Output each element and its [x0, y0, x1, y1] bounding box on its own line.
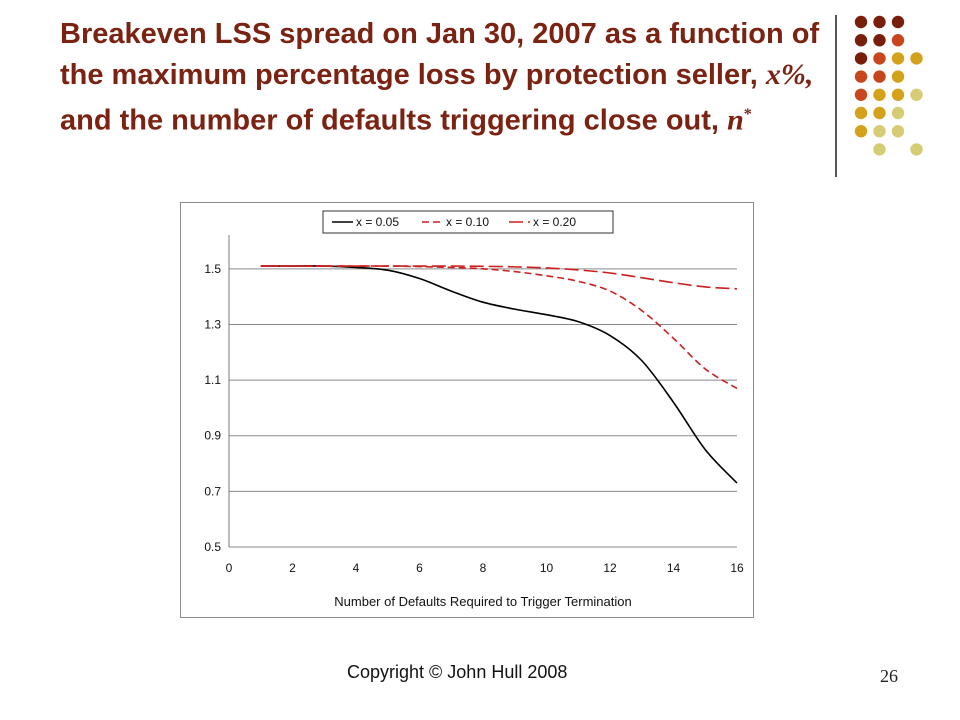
legend-label: x = 0.20: [533, 215, 576, 229]
decor-dot: [891, 88, 905, 102]
x-tick-label: 10: [540, 561, 554, 575]
title-superscript: *: [743, 106, 752, 123]
decor-dot: [873, 88, 886, 102]
decor-dot: [873, 52, 886, 65]
legend-label: x = 0.05: [356, 215, 399, 229]
decor-dot: [854, 70, 868, 83]
decor-dot: [854, 106, 868, 120]
decor-dot: [873, 106, 886, 120]
decor-dot: [891, 52, 905, 65]
decorative-dot-grid: [854, 15, 923, 156]
decor-dot: [910, 143, 923, 156]
series-line: [260, 265, 738, 390]
x-tick-label: 16: [730, 561, 744, 575]
decor-dot: [910, 52, 923, 65]
y-tick-label: 0.7: [204, 484, 221, 498]
decor-dot: [854, 125, 868, 138]
title-variable-n: n: [727, 103, 744, 137]
x-tick-label: 2: [289, 561, 296, 575]
legend-label: x = 0.10: [446, 215, 489, 229]
x-tick-label: 8: [480, 561, 487, 575]
y-tick-label: 0.9: [204, 429, 221, 443]
axis-layer: 0.5 0.7 0.9 1.1 1.3 1.5 0 2 4 6 8 10 12 14 16: [204, 235, 744, 575]
decor-dot: [873, 143, 886, 156]
x-tick-label: 14: [667, 561, 681, 575]
y-tick-label: 1.5: [204, 262, 221, 276]
decor-dot: [891, 15, 905, 29]
decor-dot: [854, 15, 868, 29]
decor-dot: [873, 70, 886, 83]
title-variable-x: x%,: [765, 57, 814, 91]
chart-legend: x = 0.05 x = 0.10 x = 0.20: [322, 210, 614, 234]
page-number: 26: [880, 666, 898, 686]
x-axis-title: Number of Defaults Required to Trigger T…: [334, 594, 631, 609]
y-tick-label: 1.3: [204, 317, 221, 331]
decor-dot: [891, 106, 905, 120]
x-tick-label: 4: [353, 561, 360, 575]
series-layer: [260, 265, 738, 484]
decor-dot: [873, 34, 886, 47]
y-tick-label: 0.5: [204, 540, 221, 554]
decor-dot: [854, 34, 868, 47]
decor-dot: [873, 15, 886, 29]
series-line: [260, 265, 738, 484]
decor-dot: [891, 125, 905, 138]
y-tick-label: 1.1: [204, 373, 221, 387]
decor-dot: [854, 88, 868, 102]
decor-dot: [891, 70, 905, 83]
legend-box: [322, 210, 614, 234]
title-text-part2: and the number of defaults triggering cl…: [60, 104, 719, 137]
series-line: [260, 265, 738, 290]
x-tick-label: 6: [416, 561, 423, 575]
decorative-divider: [835, 15, 837, 177]
line-chart: 0.5 0.7 0.9 1.1 1.3 1.5 0 2 4 6 8 10 12 14 16 x = 0.05…: [204, 210, 744, 609]
decor-dot: [891, 34, 905, 47]
chart-frame: 0.5 0.7 0.9 1.1 1.3 1.5 0 2 4 6 8 10 12 14 16 x = 0.05…: [180, 202, 754, 618]
decor-dot: [873, 125, 886, 138]
footer-copyright: Copyright © John Hull 2008: [347, 662, 568, 682]
decor-dot: [910, 88, 923, 102]
title-text-part1: Breakeven LSS spread on Jan 30, 2007 as …: [60, 18, 820, 91]
decor-dot: [854, 52, 868, 65]
slide-title: Breakeven LSS spread on Jan 30, 2007 as …: [60, 14, 820, 141]
x-tick-label: 0: [226, 561, 233, 575]
grid-layer: [229, 268, 737, 548]
x-tick-label: 12: [603, 561, 617, 575]
